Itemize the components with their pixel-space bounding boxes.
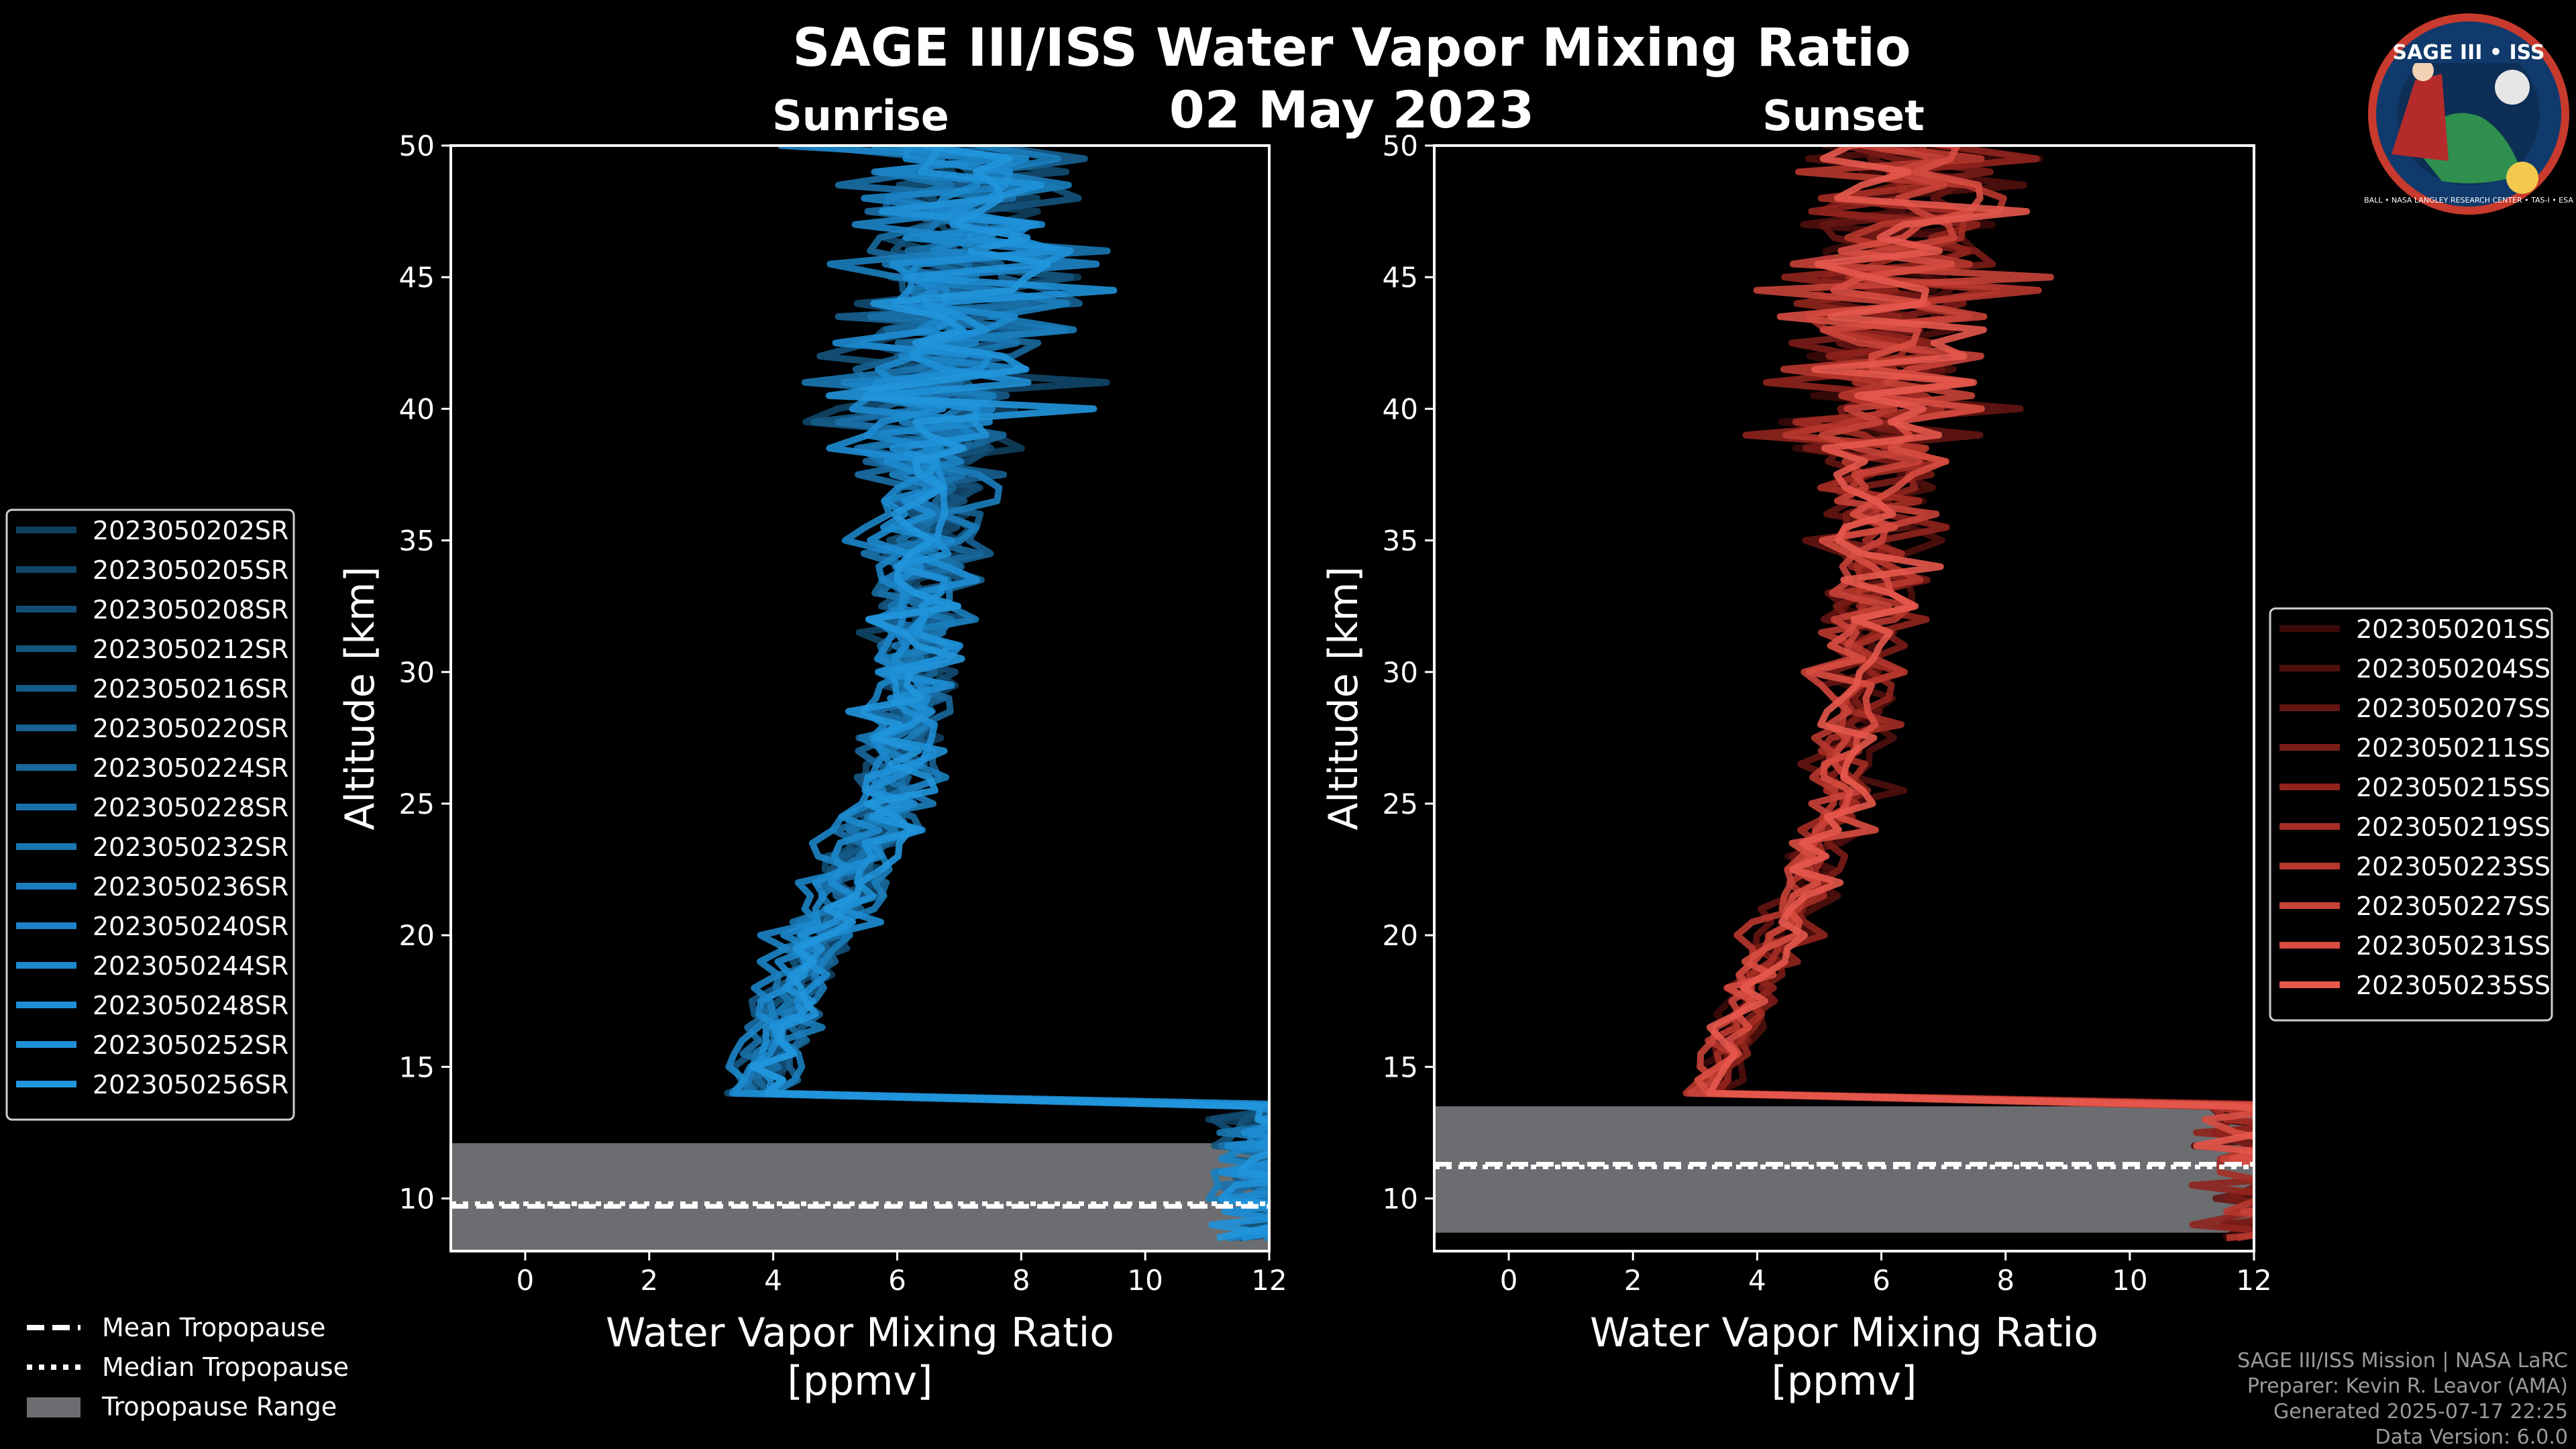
x-tick-label: 12	[1251, 1264, 1287, 1297]
legend-entry-label: 2023050205SR	[93, 555, 288, 585]
legend-entry-label: 2023050236SR	[93, 872, 288, 902]
logo-text: SAGE III • ISS	[2393, 41, 2545, 64]
y-axis-label: Altitude [km]	[337, 566, 384, 830]
tropopause-legend: Mean Tropopause Median Tropopause Tropop…	[27, 1313, 349, 1421]
legend-entry-label: 2023050204SS	[2356, 654, 2551, 684]
legend-box	[2269, 607, 2553, 1022]
figure-title: SAGE III/ISS Water Vapor Mixing Ratio	[792, 18, 1911, 78]
profile-line-2023050227SS	[1686, 146, 2254, 1217]
legend-box	[5, 508, 295, 1121]
tropopause-range-band	[1434, 1106, 2254, 1233]
y-tick-label: 45	[399, 261, 435, 294]
x-tick-label: 8	[1012, 1264, 1030, 1297]
figure-date: 02 May 2023	[1169, 80, 1534, 140]
series-legend-sunset: 2023050201SS 2023050204SS 2023050207SS 2023…	[2269, 607, 2553, 1022]
legend-entry-label: 2023050207SS	[2356, 694, 2551, 723]
x-tick-label: 0	[517, 1264, 535, 1297]
y-tick-label: 50	[399, 129, 435, 162]
profile-line-2023050235SS	[1706, 146, 2254, 1155]
legend-entry-label: 2023050256SR	[93, 1070, 288, 1099]
x-tick-label: 4	[764, 1264, 782, 1297]
x-tick-label: 2	[1624, 1264, 1642, 1297]
mean-tropopause-label: Mean Tropopause	[102, 1313, 325, 1342]
legend-entry-label: 2023050215SS	[2356, 773, 2551, 802]
legend-entry-label: 2023050231SS	[2356, 931, 2551, 961]
legend-entry-label: 2023050216SR	[93, 674, 288, 704]
legend-entry-label: 2023050252SR	[93, 1030, 288, 1060]
x-tick-label: 8	[1996, 1264, 2015, 1297]
legend-entry-label: 2023050211SS	[2356, 733, 2551, 763]
x-tick-label: 6	[888, 1264, 906, 1297]
y-tick-label: 25	[399, 788, 435, 820]
axes-frame-sunset	[1433, 144, 2255, 1252]
legend-entry-label: 2023050227SS	[2356, 892, 2551, 921]
sage-iii-iss-logo: SAGE III • ISS BALL • NASA LANGLEY RESEA…	[2364, 13, 2573, 215]
y-tick-label: 30	[399, 656, 435, 689]
footer-version: Data Version: 6.0.0	[2375, 1426, 2568, 1449]
legend-entry-label: 2023050219SS	[2356, 812, 2551, 842]
footer-preparer: Preparer: Kevin R. Leavor (AMA)	[2247, 1375, 2568, 1398]
profile-line-2023050244SR	[732, 146, 1269, 1242]
x-axis-label: [ppmv]	[1772, 1358, 1917, 1405]
legend-entry-label: 2023050235SS	[2356, 971, 2551, 1000]
y-tick-label: 40	[1383, 392, 1418, 425]
x-tick-label: 10	[1127, 1264, 1163, 1297]
x-tick-label: 6	[1872, 1264, 1890, 1297]
profile-line-2023050256SR	[749, 146, 1269, 1242]
y-tick-label: 30	[1383, 656, 1418, 689]
y-tick-label: 50	[1383, 129, 1418, 162]
y-tick-label: 25	[1383, 788, 1418, 820]
median-tropopause-label: Median Tropopause	[102, 1352, 349, 1382]
y-tick-label: 40	[399, 392, 435, 425]
sunset-panel: Sunset 0 2 4 6 8 10 12 10 15 20 25 30 35 40 45 50 Water V…	[1320, 91, 2553, 1405]
x-axis-label: Water Vapor Mixing Ratio	[606, 1309, 1114, 1356]
tropopause-range-swatch	[27, 1397, 80, 1417]
legend-entry-label: 2023050220SR	[93, 714, 288, 743]
legend-entry-label: 2023050248SR	[93, 991, 288, 1020]
y-tick-label: 20	[1383, 919, 1418, 952]
footer-mission: SAGE III/ISS Mission | NASA LaRC	[2237, 1349, 2568, 1373]
x-tick-label: 0	[1500, 1264, 1518, 1297]
tropopause-range-band	[451, 1143, 1269, 1251]
legend-entry-label: 2023050201SS	[2356, 614, 2551, 644]
footer-generated: Generated 2025-07-17 22:25	[2273, 1400, 2568, 1424]
legend-entry-label: 2023050212SR	[93, 635, 288, 664]
legend-entry-label: 2023050240SR	[93, 912, 288, 941]
x-tick-label: 2	[640, 1264, 658, 1297]
axes-frame-sunrise	[449, 144, 1271, 1252]
logo-ring-text: BALL • NASA LANGLEY RESEARCH CENTER • TA…	[2364, 196, 2573, 205]
x-tick-label: 4	[1748, 1264, 1766, 1297]
y-tick-label: 35	[399, 525, 435, 557]
profile-line-2023050215SS	[1714, 146, 2254, 1234]
x-axis-label: Water Vapor Mixing Ratio	[1590, 1309, 2098, 1356]
tropopause-range-label: Tropopause Range	[101, 1392, 337, 1421]
y-axis-label: Altitude [km]	[1320, 566, 1367, 830]
y-tick-label: 35	[1383, 525, 1418, 557]
series-legend-sunrise: 2023050202SR 2023050205SR 2023050208SR 2023…	[5, 508, 295, 1121]
legend-entry-label: 2023050244SR	[93, 951, 288, 981]
legend-entry-label: 2023050232SR	[93, 833, 288, 862]
legend-entry-label: 2023050208SR	[93, 595, 288, 625]
x-axis-label: [ppmv]	[788, 1358, 933, 1405]
panel-title-sunrise: Sunrise	[772, 91, 949, 140]
legend-entry-label: 2023050202SR	[93, 516, 288, 545]
sunrise-panel: Sunrise 0 2 4 6 8 10 12 10 15 20 25 30 35 40 45 50 Water …	[5, 91, 1287, 1405]
legend-entry-label: 2023050224SR	[93, 753, 288, 783]
legend-entry-label: 2023050223SS	[2356, 852, 2551, 881]
y-tick-label: 15	[399, 1051, 435, 1083]
legend-entry-label: 2023050228SR	[93, 793, 288, 822]
x-tick-label: 12	[2236, 1264, 2271, 1297]
panel-title-sunset: Sunset	[1762, 91, 1925, 140]
x-tick-label: 10	[2112, 1264, 2147, 1297]
y-tick-label: 10	[399, 1183, 435, 1216]
y-tick-label: 45	[1383, 261, 1418, 294]
y-tick-label: 15	[1383, 1051, 1418, 1083]
y-tick-label: 20	[399, 919, 435, 952]
footer-credits: SAGE III/ISS Mission | NASA LaRC Prepare…	[2237, 1349, 2568, 1449]
y-tick-label: 10	[1383, 1183, 1418, 1216]
